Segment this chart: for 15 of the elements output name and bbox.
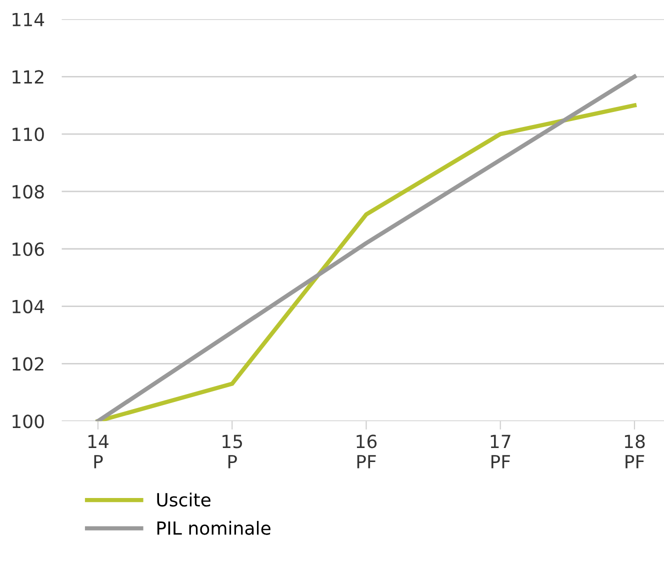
x-tick-label: 15 P bbox=[222, 434, 242, 468]
x-tick-label: 17 PF bbox=[490, 434, 510, 468]
y-tick-label: 114 bbox=[12, 12, 44, 26]
legend-label: Uscite bbox=[157, 492, 210, 507]
y-tick-label: 100 bbox=[12, 414, 44, 428]
legend-label: PIL nominale bbox=[157, 520, 270, 535]
y-tick-label: 102 bbox=[12, 357, 44, 371]
x-tick-label: 16 PF bbox=[356, 434, 377, 468]
y-tick-label: 104 bbox=[12, 300, 44, 314]
y-tick-label: 112 bbox=[12, 70, 44, 84]
x-tick-label: 18 PF bbox=[624, 434, 645, 468]
x-tick-label: 14 P bbox=[88, 434, 108, 468]
y-tick-label: 108 bbox=[12, 184, 44, 199]
y-tick-label: 106 bbox=[12, 242, 44, 256]
y-tick-label: 110 bbox=[12, 128, 44, 142]
